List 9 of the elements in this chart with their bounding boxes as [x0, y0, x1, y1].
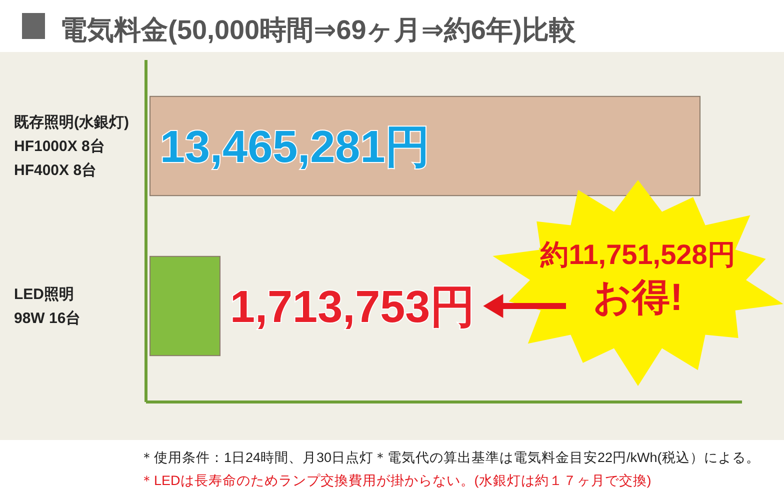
data-label: 13,465,281円: [160, 121, 430, 172]
annotation: 約11,751,528円: [540, 239, 736, 270]
text: ＊LEDは長寿命のためランプ交換費用が掛からない。(水銀灯は約１７ヶ月で交換): [140, 473, 652, 488]
annotation: お得!: [593, 277, 683, 319]
y-tick-label: 既存照明(水銀灯) HF1000X 8台 HF400X 8台: [14, 114, 129, 179]
y-tick-label: LED照明 98W 16台: [14, 286, 81, 327]
data-label: 1,713,753円: [230, 281, 476, 332]
chart-title: 電気料金(50,000時間⇒69ヶ月⇒約6年)比較: [60, 15, 577, 45]
text: ＊使用条件：1日24時間、月30日点灯＊電気代の算出基準は電気料金目安22円/kWh(税込）による。: [140, 450, 760, 465]
